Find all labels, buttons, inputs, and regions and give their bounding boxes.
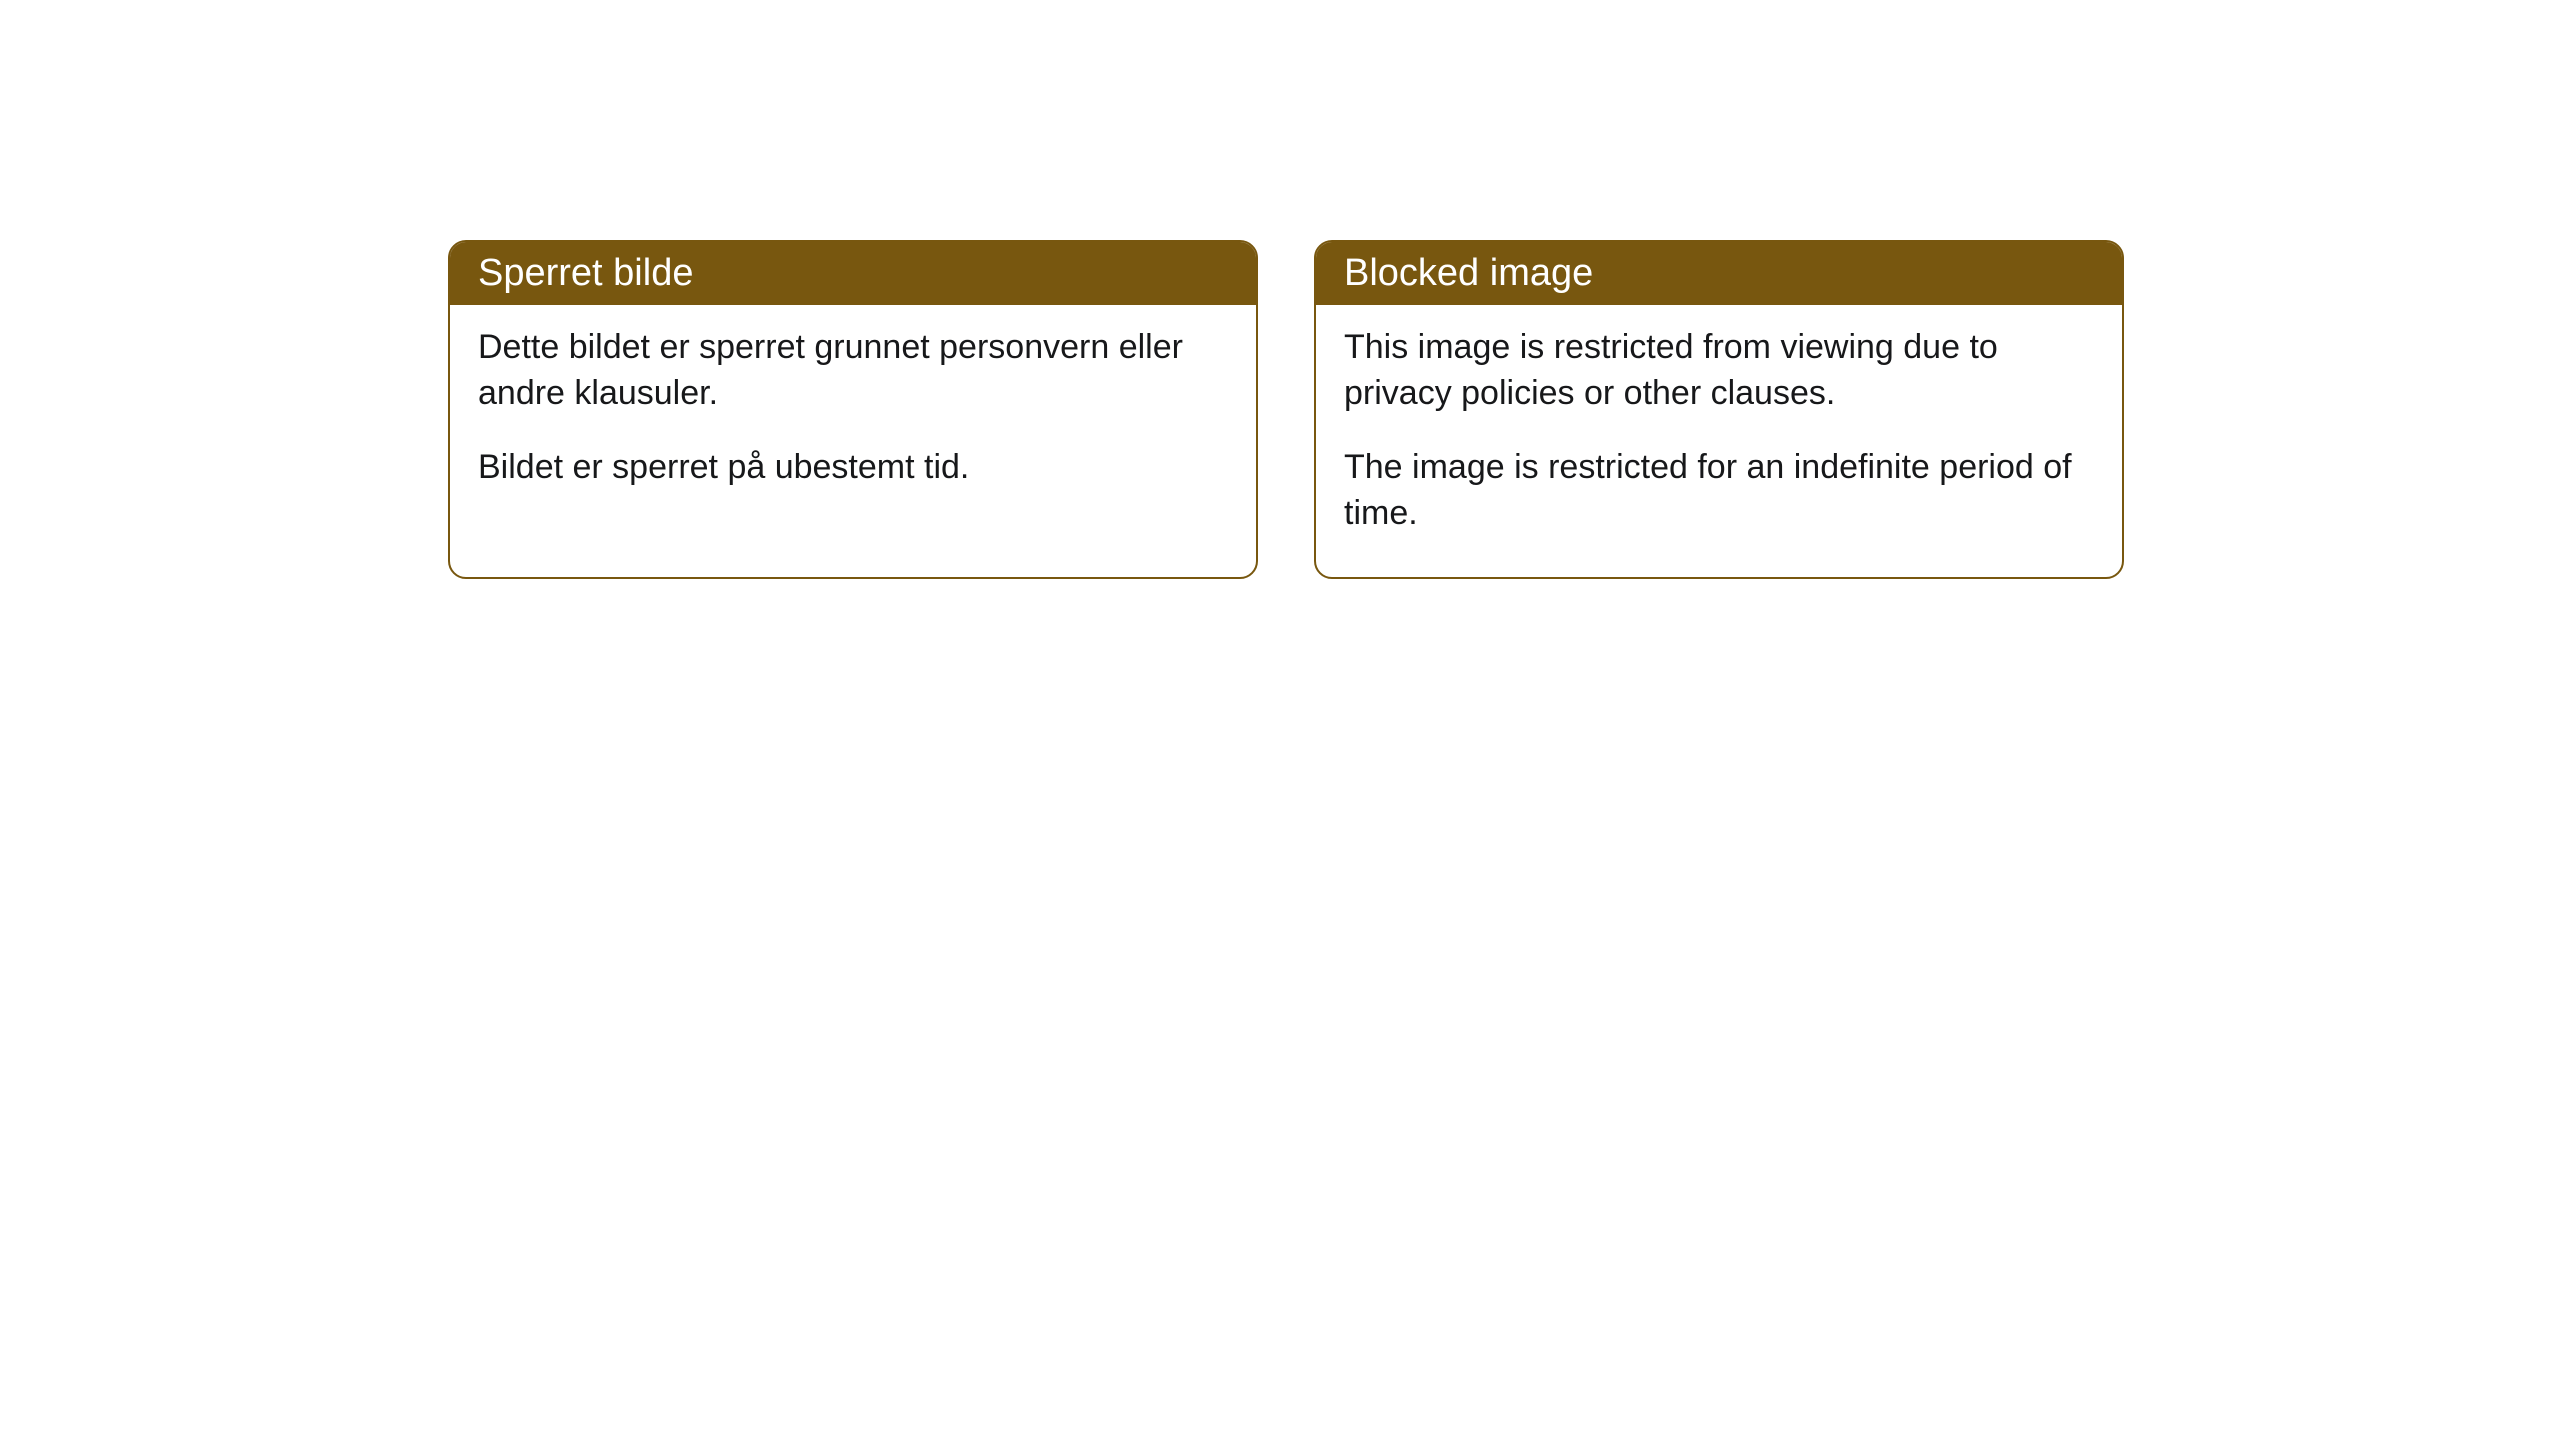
notice-box-english: Blocked image This image is restricted f… xyxy=(1314,240,2124,579)
notice-paragraph: This image is restricted from viewing du… xyxy=(1344,325,2094,417)
notice-paragraph: The image is restricted for an indefinit… xyxy=(1344,445,2094,537)
notice-paragraph: Dette bildet er sperret grunnet personve… xyxy=(478,325,1228,417)
notice-body: Dette bildet er sperret grunnet personve… xyxy=(450,305,1256,531)
notices-container: Sperret bilde Dette bildet er sperret gr… xyxy=(448,240,2124,579)
notice-body: This image is restricted from viewing du… xyxy=(1316,305,2122,577)
notice-header: Sperret bilde xyxy=(450,242,1256,305)
notice-header: Blocked image xyxy=(1316,242,2122,305)
notice-paragraph: Bildet er sperret på ubestemt tid. xyxy=(478,445,1228,491)
notice-box-norwegian: Sperret bilde Dette bildet er sperret gr… xyxy=(448,240,1258,579)
